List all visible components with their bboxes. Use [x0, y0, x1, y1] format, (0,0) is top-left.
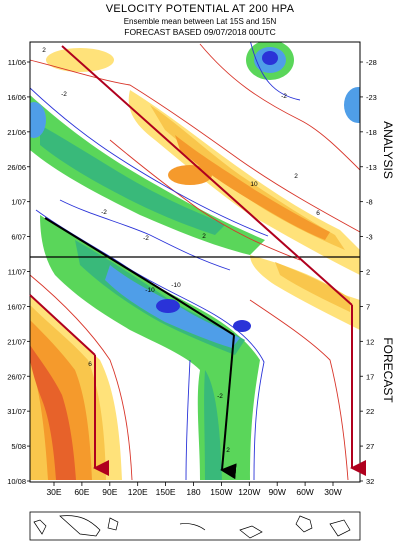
- x-tick-label: 120W: [238, 487, 260, 497]
- forecast-label: FORECAST: [381, 337, 395, 403]
- chart-title: VELOCITY POTENTIAL AT 200 HPA: [105, 3, 295, 15]
- analysis-label: ANALYSIS: [381, 121, 395, 179]
- x-tick-label: 90W: [268, 487, 285, 497]
- contour-label: 2: [294, 173, 298, 180]
- y-tick-label-right: 12: [366, 337, 374, 346]
- x-tick-label: 60W: [296, 487, 313, 497]
- y-tick-label-right: 22: [366, 407, 374, 416]
- positive-band-lower-left-strong: [30, 345, 76, 480]
- x-tick-label: 150E: [156, 487, 176, 497]
- contour-blue-2: [35, 209, 265, 481]
- y-tick-label-left: 26/07: [7, 372, 26, 381]
- positive-band-right: [250, 255, 360, 330]
- y-tick-label-right: -13: [366, 163, 377, 172]
- y-tick-label-left: 10/08: [7, 477, 26, 486]
- y-tick-label-left: 6/07: [11, 233, 26, 242]
- y-tick-label-left: 21/07: [7, 337, 26, 346]
- contour-label: -2: [61, 91, 67, 98]
- contour-label: -10: [171, 282, 181, 289]
- y-tick-label-right: 27: [366, 442, 374, 451]
- contour-blue-5: [185, 359, 191, 481]
- y-tick-label-right: 17: [366, 372, 374, 381]
- negative-band-upper-core: [40, 125, 225, 235]
- contour-label: 2: [42, 47, 46, 54]
- contour-label: -2: [101, 209, 107, 216]
- black-arrow-down: [220, 334, 237, 480]
- y-tick-label-right: 7: [366, 302, 370, 311]
- y-axis-left: 11/06 16/06 21/06 26/06 1/07 6/07 11/07 16/07 21…: [7, 58, 30, 486]
- y-tick-label-right: 2: [366, 268, 370, 277]
- y-tick-label-right: -28: [366, 58, 377, 67]
- negative-core-blue: [156, 299, 180, 313]
- forecast-note: FORECAST BASED 09/07/2018 00UTC: [124, 27, 276, 37]
- contour-label: -2: [281, 93, 287, 100]
- black-arrow-diagonal-1: [44, 217, 176, 299]
- x-tick-label: 30E: [46, 487, 61, 497]
- x-axis: 30E 60E 90E 120E 150E 180 150W 120W 90W 60W 30W: [46, 482, 342, 497]
- red-arrow-left-diagonal: [29, 294, 96, 356]
- contour-blue-3: [59, 199, 231, 271]
- contour-label: 6: [88, 361, 92, 368]
- world-map-strip: [29, 511, 361, 541]
- plot-frame: [29, 41, 361, 483]
- y-tick-label-left: 16/06: [7, 93, 26, 102]
- x-tick-label: 60E: [74, 487, 89, 497]
- y-tick-label-left: 11/06: [8, 58, 26, 67]
- y-tick-label-right: -3: [366, 233, 373, 242]
- contour-red-3: [30, 274, 133, 481]
- y-tick-label-left: 5/08: [11, 442, 26, 451]
- contour-blue-4: [250, 42, 301, 101]
- contour-label: 10: [250, 181, 258, 188]
- negative-tail: [204, 370, 222, 480]
- negative-blob-left: [30, 102, 46, 138]
- x-tick-label: 180: [186, 487, 200, 497]
- positive-band-upper-mid: [150, 105, 345, 250]
- positive-band-right-mid: [275, 262, 350, 312]
- y-tick-label-left: 1/07: [11, 198, 26, 207]
- contour-label: -2: [143, 235, 149, 242]
- contour-label: -2: [217, 393, 223, 400]
- x-tick-label: 30W: [324, 487, 341, 497]
- contour-lines: [30, 42, 360, 481]
- positive-band-upper-core: [175, 135, 330, 240]
- positive-blob-top-left: [46, 48, 114, 72]
- y-tick-label-right: 32: [366, 477, 374, 486]
- chart-subtitle: Ensemble mean between Lat 15S and 15N: [123, 17, 277, 26]
- contour-label-group: 2 -2 -2 -2 2 -10 -10 -2 2 -2 2 6 6 10: [42, 47, 320, 454]
- negative-blob-top-right-core: [262, 51, 278, 65]
- red-arrow-upper-diagonal: [61, 45, 353, 306]
- phase-arrows: [29, 45, 366, 480]
- negative-core-blue-2: [233, 320, 251, 332]
- x-tick-label: 90E: [102, 487, 117, 497]
- negative-band-upper: [30, 95, 265, 255]
- negative-blob-right: [344, 87, 360, 123]
- y-tick-label-right: -18: [366, 128, 377, 137]
- y-tick-label-left: 31/07: [7, 407, 26, 416]
- shaded-field: [30, 42, 360, 480]
- y-tick-label-left: 21/06: [7, 128, 26, 137]
- contour-red-2: [109, 139, 301, 261]
- y-tick-label-right: -23: [366, 93, 377, 102]
- y-tick-label-left: 26/06: [7, 163, 26, 172]
- contour-label: 2: [226, 447, 230, 454]
- contour-label: 2: [202, 233, 206, 240]
- y-tick-label-left: 16/07: [7, 302, 26, 311]
- y-tick-label-right: -8: [366, 198, 373, 207]
- contour-red-5: [199, 43, 360, 171]
- contour-red-1: [30, 59, 360, 233]
- black-arrow-diagonal-2: [174, 297, 235, 336]
- y-tick-label-left: 11/07: [8, 268, 26, 277]
- contour-blue-1: [30, 87, 269, 237]
- contour-label: -10: [145, 287, 155, 294]
- x-tick-label: 120E: [128, 487, 148, 497]
- contour-label: 6: [316, 210, 320, 217]
- x-tick-label: 150W: [210, 487, 232, 497]
- contour-red-4: [249, 299, 349, 481]
